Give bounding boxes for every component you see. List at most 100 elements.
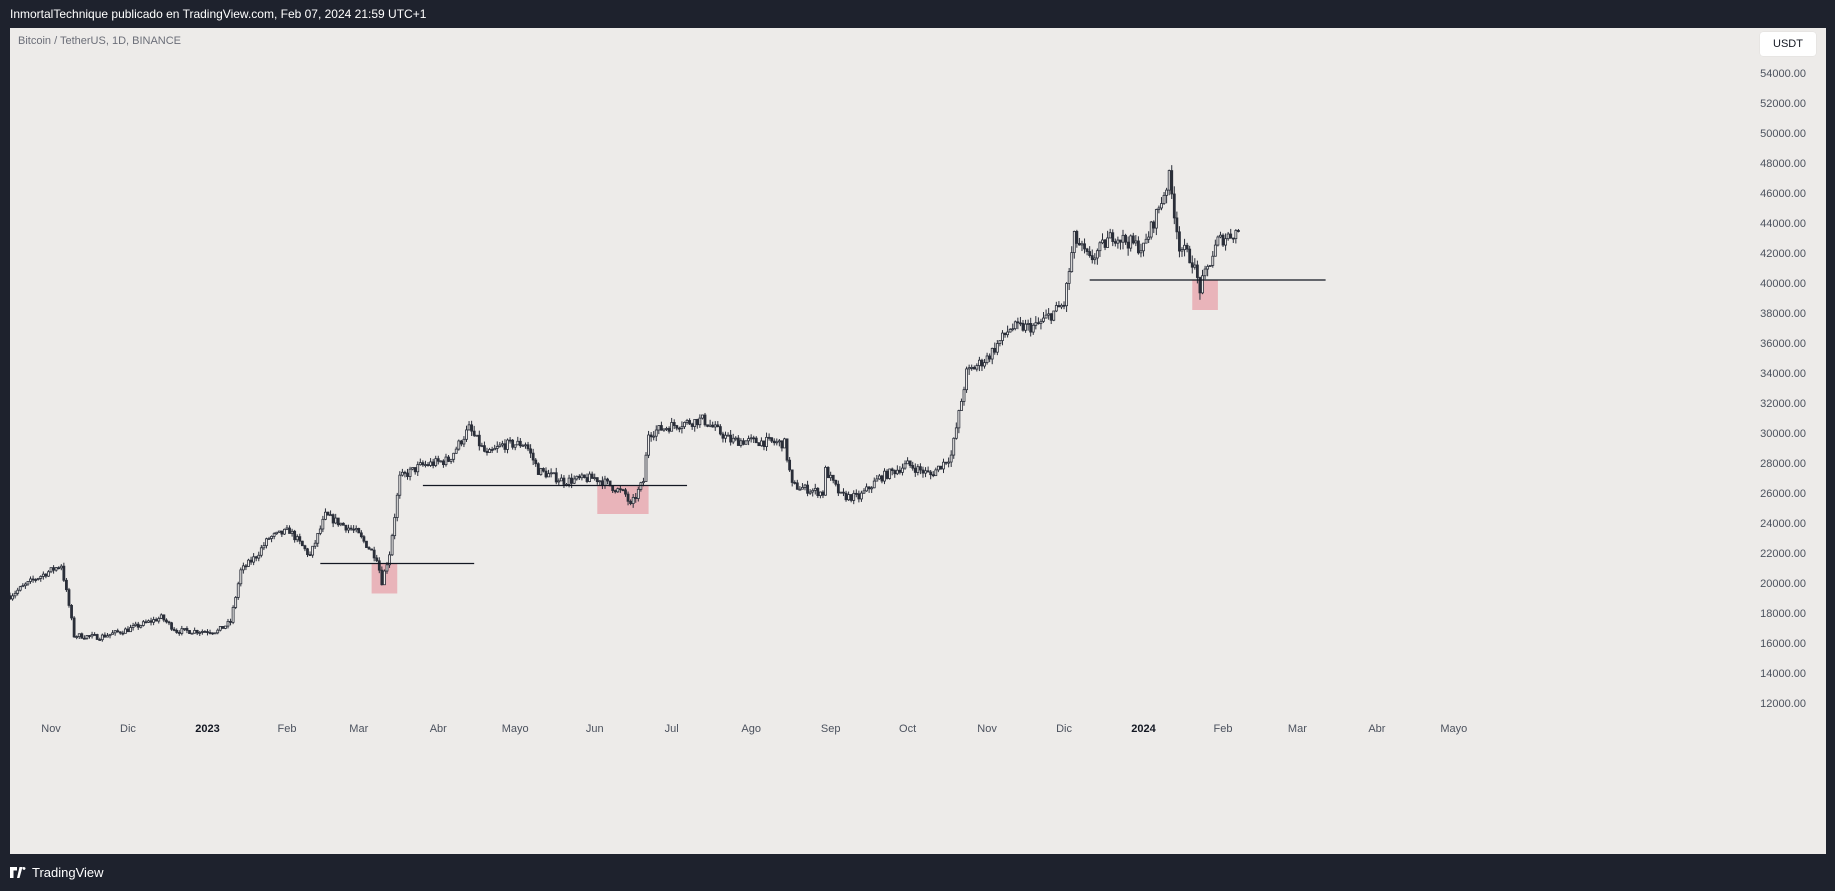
candle-body [1198, 277, 1202, 294]
candle-body [365, 540, 368, 548]
candle-body [844, 492, 848, 501]
candle-body [998, 340, 1002, 344]
candle-body [380, 569, 384, 586]
candle-body [329, 514, 332, 517]
candle-body [883, 470, 886, 482]
x-tick-label: Mayo [1440, 723, 1467, 735]
candle-body [531, 452, 535, 461]
candle-body [860, 492, 863, 500]
candle-body [182, 628, 186, 630]
x-tick-label: 2023 [195, 723, 219, 735]
candle-body [298, 536, 302, 542]
candle-body [254, 556, 258, 559]
candle-body [518, 440, 522, 447]
candle-body [962, 389, 966, 402]
candle-body [775, 441, 779, 444]
candle-body [472, 430, 476, 436]
y-tick-label: 20000.00 [1760, 578, 1806, 590]
tradingview-logo[interactable]: TradingView [10, 865, 104, 880]
candle-body [659, 425, 663, 431]
candle-body [542, 468, 545, 472]
candle-body [1052, 310, 1056, 321]
candle-body [870, 487, 874, 490]
candle-body [1195, 264, 1199, 278]
candle-body [988, 355, 992, 360]
candle-body [236, 583, 240, 598]
candle-body [683, 422, 686, 428]
candle-body [324, 511, 327, 520]
candle-body [244, 565, 248, 568]
candle-body [580, 474, 584, 479]
candle-body [1119, 239, 1122, 243]
candle-body [585, 477, 589, 482]
candle-body [11, 595, 14, 600]
price-chart[interactable]: 12000.00 14000.00 16000.00 18000.00 20000.00… [10, 28, 1826, 854]
candle-body [898, 469, 902, 473]
candle-body [1162, 194, 1166, 204]
candle-body [690, 423, 694, 427]
y-tick-label: 48000.00 [1760, 158, 1806, 170]
candle-body [34, 579, 38, 581]
candle-body [747, 438, 750, 442]
y-tick-label: 14000.00 [1760, 668, 1806, 680]
currency-button[interactable]: USDT [1760, 32, 1816, 56]
candle-body [1157, 207, 1161, 210]
candle-body [195, 630, 199, 634]
candle-body [172, 628, 176, 631]
candle-body [370, 548, 374, 551]
candle-body [467, 424, 471, 431]
candle-body [829, 474, 833, 479]
candle-body [742, 440, 745, 445]
candle-body [18, 586, 22, 591]
candle-body [1080, 243, 1084, 246]
candle-body [1229, 233, 1233, 239]
candle-body [511, 439, 515, 448]
y-tick-label: 36000.00 [1760, 338, 1806, 350]
chart-area[interactable]: 12000.00 14000.00 16000.00 18000.00 20000.00… [10, 28, 1826, 854]
candle-body [339, 522, 343, 526]
candle-body [457, 440, 461, 450]
candle-body [357, 528, 361, 534]
candle-body [593, 477, 597, 480]
candle-body [1103, 239, 1107, 248]
candle-body [934, 469, 938, 477]
candle-body [716, 424, 720, 427]
candle-body [818, 491, 822, 497]
candle-body [1124, 234, 1127, 243]
y-tick-label: 54000.00 [1760, 68, 1806, 80]
candle-body [459, 440, 463, 445]
candle-body [1193, 264, 1197, 268]
candle-body [877, 475, 881, 480]
candle-body [308, 554, 312, 557]
candle-body [241, 565, 245, 571]
candle-body [652, 435, 656, 438]
candle-body [795, 482, 799, 490]
y-tick-label: 42000.00 [1760, 248, 1806, 260]
y-tick-label: 16000.00 [1760, 638, 1806, 650]
candle-body [485, 450, 489, 453]
candle-body [1034, 322, 1038, 326]
candle-body [1047, 313, 1051, 316]
candle-body [901, 467, 904, 473]
candle-body [359, 532, 363, 538]
candle-body [949, 454, 953, 463]
candle-body [1160, 203, 1163, 209]
candle-body [739, 440, 743, 446]
candle-body [698, 417, 702, 426]
candle-body [159, 614, 163, 619]
candle-body [367, 547, 371, 550]
candle-body [147, 620, 150, 623]
candle-body [603, 478, 607, 487]
candle-body [521, 445, 525, 447]
candle-body [693, 419, 697, 427]
candle-body [59, 565, 63, 569]
candle-body [108, 633, 112, 637]
candle-body [575, 475, 579, 480]
candle-body [906, 460, 909, 465]
candle-body [424, 464, 427, 466]
candle-body [247, 559, 250, 567]
candle-body [788, 459, 792, 471]
candle-body [644, 454, 648, 482]
candle-body [1144, 238, 1148, 244]
candle-body [895, 469, 899, 475]
